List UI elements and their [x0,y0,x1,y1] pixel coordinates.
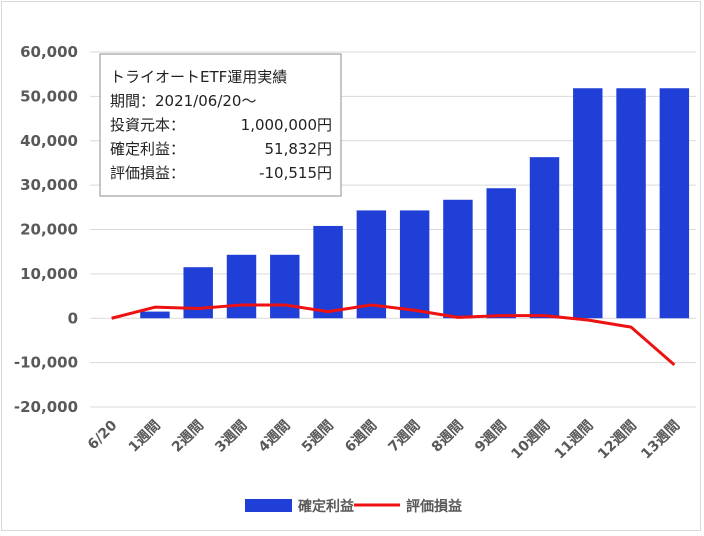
y-tick-label: -20,000 [14,398,78,416]
y-tick-label: 60,000 [20,43,78,61]
bar [659,88,690,319]
x-tick-label: 6/20 [85,417,121,453]
x-tick-label: 3週間 [212,418,250,456]
y-tick-label: 0 [68,309,78,327]
x-tick-label: 7週間 [385,418,423,456]
y-tick-label: 20,000 [20,221,78,239]
x-tick-label: 4週間 [256,418,294,456]
bar [573,88,603,319]
x-tick-label: 5週間 [299,418,337,456]
line-series-eval [111,303,676,367]
annotation-line: 評価損益： [110,164,185,182]
x-tick-label: 2週間 [169,418,207,456]
x-tick-label: 10週間 [508,418,553,463]
x-tick-label: 6週間 [342,418,380,456]
bar [140,311,170,319]
annotation-value: 1,000,000円 [241,116,332,134]
annotation-value: 51,832円 [265,140,333,158]
annotation-line: 確定利益： [110,140,185,158]
annotation-line: トライオートETF運用実績 [110,68,287,86]
x-tick-label: 13週間 [638,418,683,463]
annotation-line: 投資元本： [110,116,185,134]
y-tick-label: 10,000 [20,265,78,283]
y-tick-label: 40,000 [20,132,78,150]
bar [486,188,516,319]
annotation-box [99,53,342,197]
legend-swatch-bar [245,499,292,512]
y-tick-label: -10,000 [14,354,78,372]
bar [356,210,387,319]
annotation-line: 期間：2021/06/20～ [110,92,256,110]
x-tick-label: 11週間 [552,418,597,463]
bar [399,210,430,319]
bar [529,157,560,319]
bar [226,254,257,319]
bar [313,225,343,319]
bar [443,199,473,319]
bar [270,254,300,319]
x-tick-label: 8週間 [429,418,467,456]
x-tick-label: 1週間 [126,418,164,456]
x-tick-label: 12週間 [595,418,640,463]
bar [183,267,213,319]
x-tick-label: 9週間 [472,418,510,456]
legend-label-line: 評価損益 [406,498,462,515]
bar [616,88,646,319]
annotation-value: -10,515円 [259,164,332,182]
y-tick-label: 30,000 [20,176,78,194]
y-tick-label: 50,000 [20,87,78,105]
legend-label-bar: 確定利益 [298,498,354,515]
